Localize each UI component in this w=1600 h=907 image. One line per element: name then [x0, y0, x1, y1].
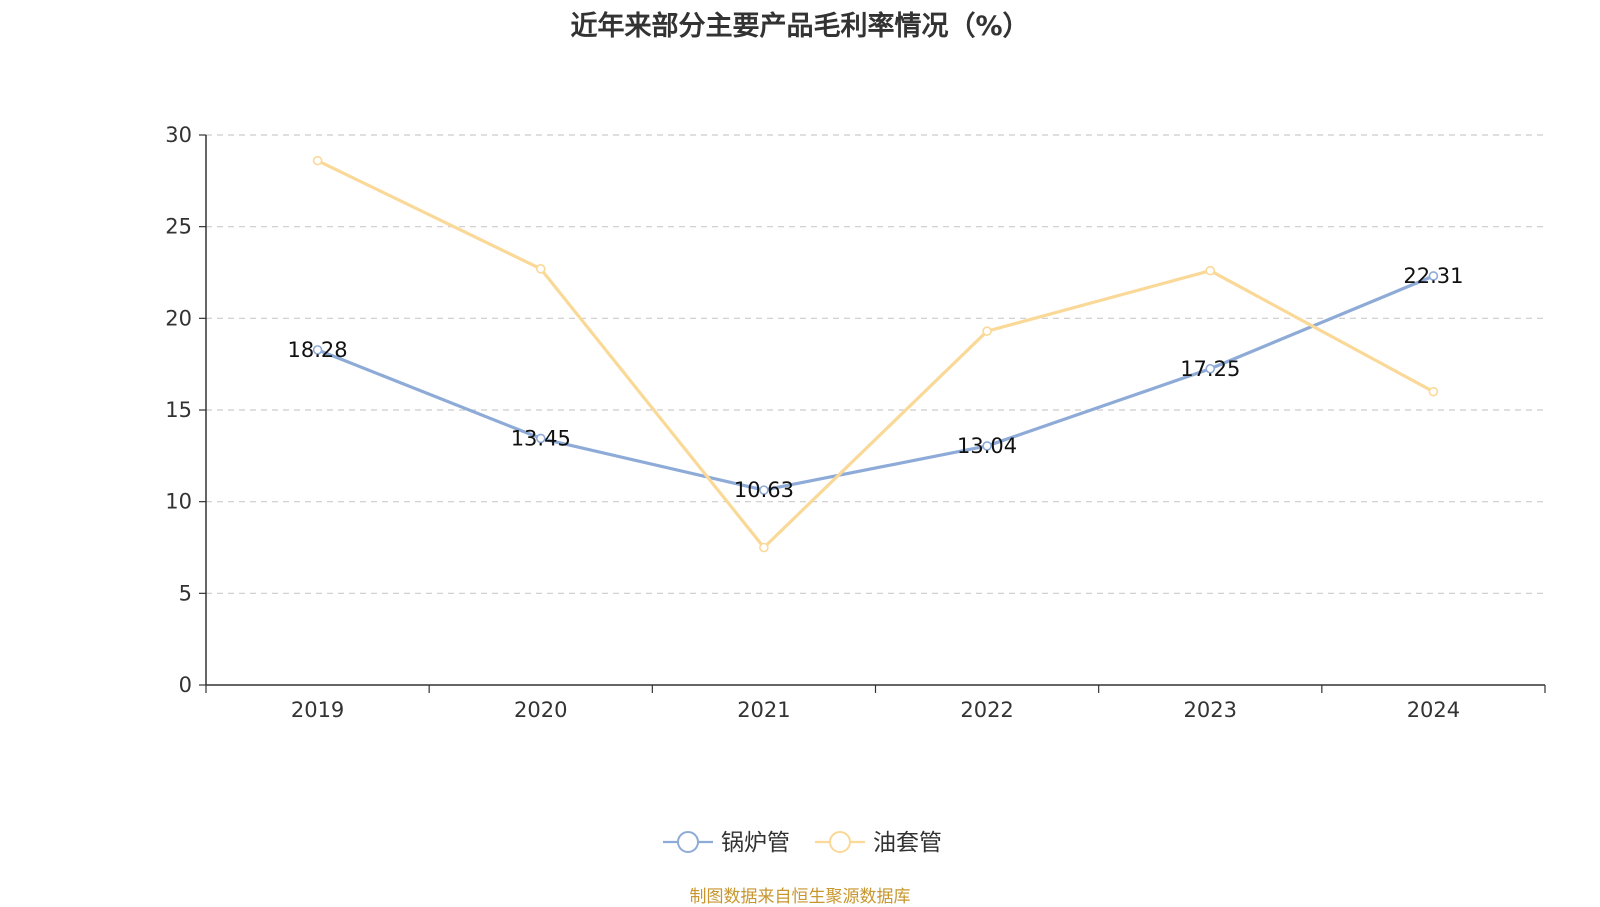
series-line-1	[316, 274, 1435, 492]
legend-label: 油套管	[873, 830, 942, 856]
series-1-point	[1428, 271, 1439, 281]
data-label: 18.28	[288, 338, 348, 362]
series-1-point	[312, 345, 323, 355]
series-2-point	[1205, 265, 1216, 276]
x-tick-label: 2022	[960, 698, 1013, 722]
x-tick-label: 2021	[737, 698, 790, 722]
series-line-2	[316, 159, 1435, 550]
data-label: 10.63	[734, 478, 794, 502]
x-tick-label: 2020	[514, 698, 567, 722]
x-tick-label: 2019	[291, 698, 344, 722]
data-label: 13.04	[957, 434, 1017, 458]
y-tick-label: 25	[165, 215, 192, 239]
data-source-note: 制图数据来自恒生聚源数据库	[689, 887, 911, 907]
line-chart: 0 5 10 15 20 25 30 2019 2020 2021 2022 2023 2024 18.2…	[165, 123, 1546, 856]
series-1-point	[982, 441, 992, 451]
series-1-point	[1205, 363, 1216, 374]
x-tick-label: 2024	[1407, 698, 1460, 722]
chart-title: 近年来部分主要产品毛利率情况（%）	[570, 11, 1030, 42]
series-1-point	[759, 485, 769, 495]
y-tick-label: 20	[165, 306, 192, 330]
data-label: 13.45	[511, 426, 571, 450]
legend-item-2: 油套管	[815, 830, 942, 856]
series-2-point	[312, 155, 323, 166]
y-tick-label: 30	[165, 123, 192, 147]
data-label: 22.31	[1403, 264, 1463, 288]
series-2-point	[759, 542, 769, 553]
legend-marker	[829, 831, 851, 853]
series-2-point	[982, 326, 992, 336]
legend-item-1: 锅炉管	[663, 830, 790, 856]
x-tick-label: 2023	[1184, 698, 1237, 722]
series-1-point	[535, 433, 546, 444]
series-2-point	[535, 264, 546, 274]
legend-marker	[677, 831, 699, 853]
y-tick-label: 0	[179, 673, 192, 697]
y-tick-label: 10	[165, 490, 192, 514]
data-label: 17.25	[1180, 357, 1240, 381]
y-tick-label: 5	[179, 581, 192, 605]
legend-label: 锅炉管	[721, 830, 790, 856]
series-2-point	[1428, 386, 1439, 397]
y-tick-label: 15	[165, 398, 192, 422]
